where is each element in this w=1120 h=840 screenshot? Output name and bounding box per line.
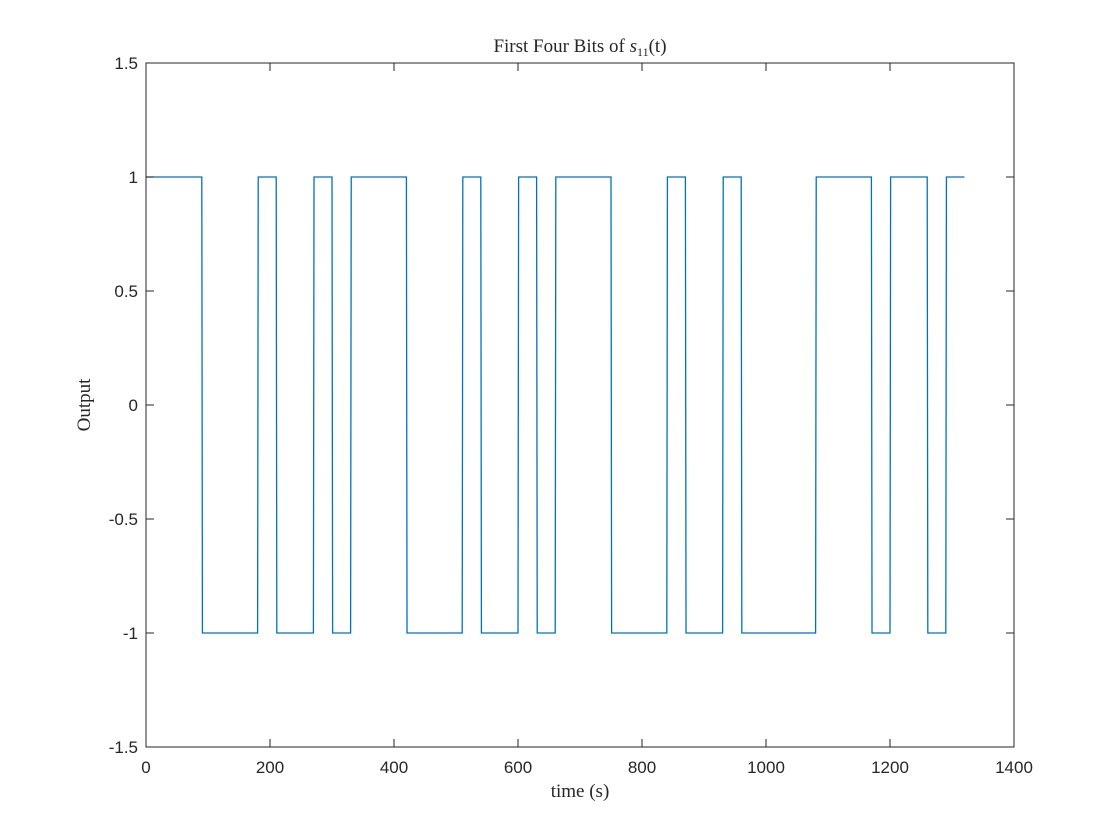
y-axis-label: Output: [74, 378, 95, 432]
chart-title-subscript: 11: [637, 45, 649, 59]
x-tick-label: 800: [628, 758, 656, 777]
chart-title-suffix: (t): [649, 36, 667, 57]
y-tick-label: -0.5: [109, 510, 138, 529]
series-line-0: [146, 176, 965, 634]
x-tick-label: 400: [380, 758, 408, 777]
plot-frame: [145, 62, 1015, 748]
y-tick-label: -1: [123, 624, 138, 643]
x-tick-label: 1200: [871, 758, 909, 777]
y-tick-label: 1.5: [114, 54, 138, 73]
x-tick-label: 600: [504, 758, 532, 777]
y-tick-label: 0.5: [114, 282, 138, 301]
y-tick-label: 1: [129, 168, 138, 187]
x-tick-label: 200: [256, 758, 284, 777]
x-tick-label: 1400: [995, 758, 1033, 777]
y-tick-label: -1.5: [109, 738, 138, 757]
x-tick-label: 1000: [747, 758, 785, 777]
x-axis-label: time (s): [551, 781, 610, 802]
x-tick-label: 0: [141, 758, 150, 777]
labels-layer: 0 200 400 600 800 1000 1200 1400 -1.5 -1 -0.5 0 0.5 1…: [109, 54, 1033, 777]
chart-title: First Four Bits of s11(t): [493, 36, 666, 59]
chart-title-symbol: s: [630, 36, 637, 57]
series-layer: [146, 176, 965, 634]
y-tick-label: 0: [129, 396, 138, 415]
chart-title-prefix: First Four Bits of: [493, 36, 629, 57]
